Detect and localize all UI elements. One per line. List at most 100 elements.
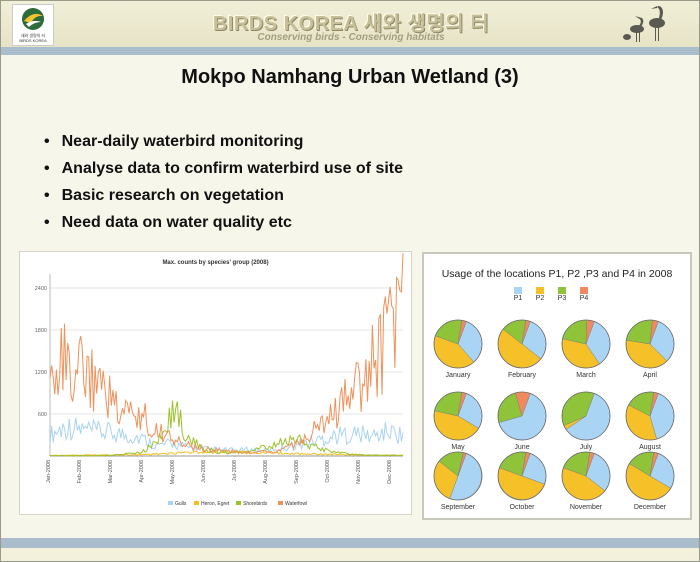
y-tick-label: 1200 <box>35 370 47 376</box>
pie-svg <box>561 391 611 441</box>
y-tick-label: 2400 <box>35 286 47 292</box>
pie-outline <box>433 451 483 501</box>
pie-february: February <box>494 318 550 380</box>
header-bar: 새와 생명의 터 BIRDS KOREA BIRDS KOREA 새와 생명의 … <box>1 1 699 47</box>
brand-tagline: Conserving birds - Conserving habitats <box>257 32 445 43</box>
pie-month-label: October <box>509 504 535 511</box>
legend-label: P4 <box>579 295 589 302</box>
pie-svg <box>625 391 675 441</box>
pie-month-label: August <box>639 444 661 451</box>
bullet-item: Basic research on vegetation <box>44 182 403 209</box>
pie-june: June <box>494 390 550 452</box>
footer-band <box>1 538 699 548</box>
pie-chart-title: Usage of the locations P1, P2 ,P3 and P4… <box>441 268 673 280</box>
x-tick-label: Sep-2008 <box>294 460 300 484</box>
pie-month-label: November <box>569 504 603 511</box>
line-chart-svg: 600 1200 1800 2400 Jan-2008 Feb-2008 Mar-2008 A… <box>35 253 404 507</box>
bird-logo-icon <box>22 8 44 30</box>
pie-svg <box>625 451 675 501</box>
pie-legend-item: P4 <box>575 287 593 302</box>
pie-september: September <box>430 450 486 512</box>
pie-january: January <box>430 318 486 380</box>
pie-outline <box>561 451 611 501</box>
bullet-list: Near-daily waterbird monitoring Analyse … <box>44 128 403 236</box>
bullet-item: Need data on water quality etc <box>44 209 403 236</box>
pie-slice-p3 <box>626 319 653 345</box>
pie-legend: P1 P2 P3 P4 <box>509 287 619 305</box>
x-tick-label: Jul-2008 <box>232 460 238 481</box>
pie-month-label: February <box>507 372 536 379</box>
pie-month-label: March <box>576 372 596 379</box>
pie-legend-item: P1 <box>509 287 527 302</box>
pie-july: July <box>558 390 614 452</box>
pie-svg <box>433 391 483 441</box>
pie-may: May <box>430 390 486 452</box>
pie-outline <box>625 391 675 441</box>
legend-label: P1 <box>513 295 523 302</box>
legend-swatch <box>194 501 199 505</box>
y-tick-label: 600 <box>38 412 47 418</box>
x-tick-label: Mar-2008 <box>108 460 114 484</box>
y-tick-label: 1800 <box>35 328 47 334</box>
pie-outline <box>497 319 547 369</box>
legend-label: P3 <box>557 295 567 302</box>
slide-title: Mokpo Namhang Urban Wetland (3) <box>181 66 519 88</box>
legend-label: Gulls <box>175 501 187 507</box>
x-tick-label: Apr-2008 <box>139 460 145 483</box>
legend-label: Shorebirds <box>243 501 268 507</box>
pie-november: November <box>558 450 614 512</box>
bullet-item: Near-daily waterbird monitoring <box>44 128 403 155</box>
pie-outline <box>561 391 611 441</box>
legend-swatch <box>168 501 173 505</box>
pie-august: August <box>622 390 678 452</box>
legend-swatch <box>558 287 566 294</box>
x-tick-label: Nov-2008 <box>356 460 362 484</box>
pie-month-label: May <box>451 444 465 451</box>
x-tick-label: Oct-2008 <box>325 460 331 483</box>
pie-outline <box>497 451 547 501</box>
pie-legend-item: P2 <box>531 287 549 302</box>
bullet-item: Analyse data to confirm waterbird use of… <box>44 155 403 182</box>
line-chart-panel: Max. counts by species' group (2008) 600… <box>19 251 412 515</box>
legend-swatch <box>580 287 588 294</box>
pie-october: October <box>494 450 550 512</box>
pie-svg <box>433 451 483 501</box>
pie-december: December <box>622 450 678 512</box>
pie-month-label: September <box>440 504 476 511</box>
pie-month-label: January <box>445 372 471 379</box>
x-tick-label: May-2008 <box>170 460 176 484</box>
x-tick-label: Jun-2008 <box>201 460 207 483</box>
pie-legend-item: P3 <box>553 287 571 302</box>
x-tick-label: Aug-2008 <box>263 460 269 484</box>
legend-label: Heron, Egret <box>201 501 230 507</box>
pie-svg <box>561 451 611 501</box>
pie-april: April <box>622 318 678 380</box>
wading-birds-icon <box>623 6 665 42</box>
legend-swatch <box>514 287 522 294</box>
x-tick-label: Jan-2008 <box>46 460 52 483</box>
pie-outline <box>561 319 611 369</box>
logo-caption-korean: 새와 생명의 터 <box>20 33 46 38</box>
pie-svg <box>497 391 547 441</box>
logo-caption-english: BIRDS KOREA <box>19 38 47 43</box>
pie-month-label: April <box>642 372 657 379</box>
pie-outline <box>625 451 675 501</box>
pie-month-label: June <box>514 444 530 451</box>
pie-month-label: December <box>633 504 667 511</box>
pie-svg <box>561 319 611 369</box>
pie-outline <box>497 391 547 441</box>
pie-svg <box>497 319 547 369</box>
pie-outline <box>433 391 483 441</box>
pie-svg <box>433 319 483 369</box>
legend-swatch <box>236 501 241 505</box>
pie-svg <box>497 451 547 501</box>
pie-march: March <box>558 318 614 380</box>
legend-swatch <box>536 287 544 294</box>
brand-title: BIRDS KOREA 새와 생명의 터 <box>212 13 490 35</box>
header-divider <box>1 47 699 55</box>
series-line-waterfowl <box>49 253 404 455</box>
pie-chart-panel: Usage of the locations P1, P2 ,P3 and P4… <box>422 252 692 520</box>
x-tick-label: Dec-2008 <box>387 460 393 484</box>
series-line-gulls <box>49 417 404 454</box>
pie-outline <box>433 319 483 369</box>
